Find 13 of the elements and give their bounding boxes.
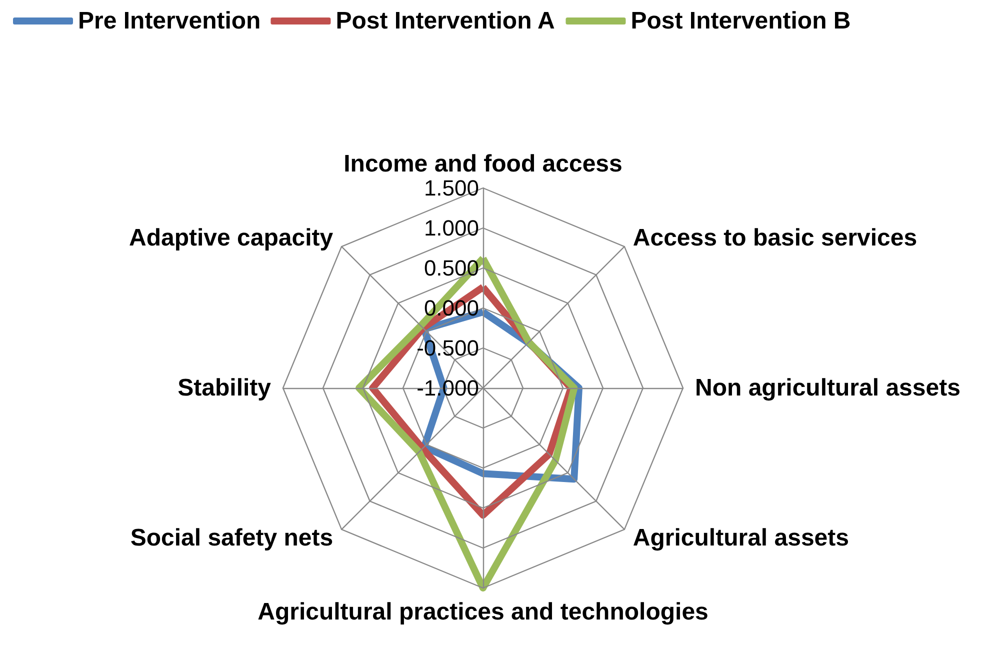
spoke-label: Agricultural assets	[632, 524, 849, 552]
legend-label: Post Intervention A	[336, 8, 555, 34]
spoke-label: Social safety nets	[130, 524, 334, 552]
spoke-label: Income and food access	[344, 150, 622, 178]
spoke-label: Access to basic services	[632, 224, 918, 252]
spoke-label: Adaptive capacity	[129, 224, 334, 252]
y-tick-label: 1.500	[424, 176, 479, 200]
y-tick-label: 1.000	[424, 216, 479, 240]
legend-label: Post Intervention B	[630, 8, 851, 34]
legend-label: Pre Intervention	[78, 8, 261, 34]
spoke-label: Stability	[178, 374, 272, 402]
spoke-label: Non agricultural assets	[695, 374, 960, 402]
spoke-label: Agricultural practices and technologies	[258, 598, 708, 626]
